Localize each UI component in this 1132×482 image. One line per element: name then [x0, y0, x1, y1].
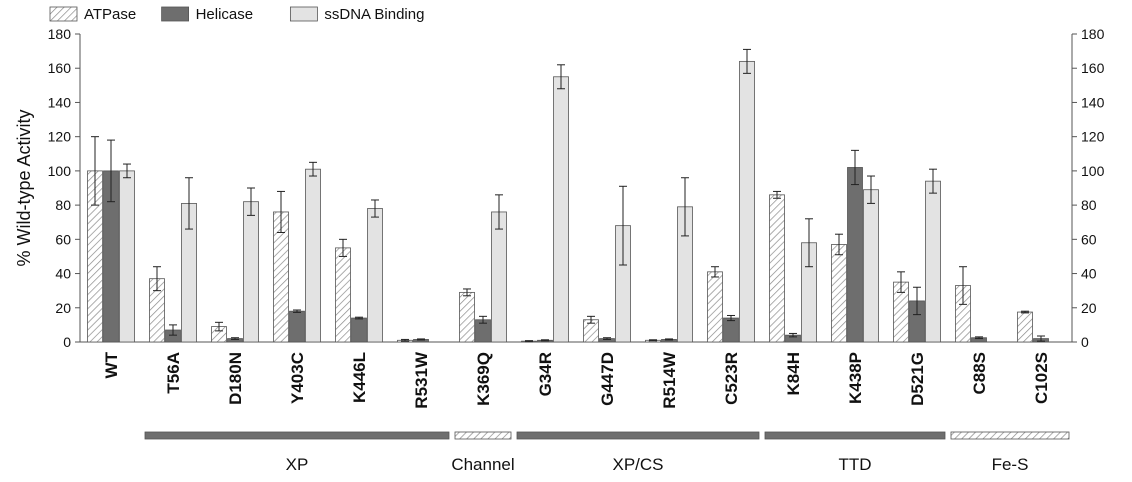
category-label: D521G: [908, 352, 927, 406]
y2-tick-label: 40: [1081, 266, 1097, 282]
y2-tick-label: 20: [1081, 300, 1097, 316]
y2-tick-label: 100: [1081, 163, 1105, 179]
category-label: Y403C: [288, 352, 307, 404]
y2-tick-label: 120: [1081, 129, 1105, 145]
bar-ssdna-binding: [553, 76, 569, 343]
bar-ssdna-binding: [243, 201, 259, 343]
y-tick-label: 0: [63, 334, 71, 350]
legend: ATPase Helicase ssDNA Binding: [49, 6, 424, 23]
category-label: R514W: [660, 351, 679, 409]
group-bar: [764, 431, 946, 440]
y-axis-label: % Wild-type Activity: [14, 109, 34, 266]
category-label: K446L: [350, 352, 369, 403]
bar-ssdna-binding: [739, 60, 755, 343]
bar-helicase: [847, 167, 863, 343]
y2-tick-label: 140: [1081, 94, 1105, 110]
category-label: D180N: [226, 352, 245, 405]
category-label: C88S: [970, 352, 989, 395]
category-label: C523R: [722, 352, 741, 405]
bar-ssdna-binding: [925, 180, 941, 343]
bar-helicase: [289, 310, 305, 343]
bar-ssdna-binding: [305, 168, 321, 343]
bar-helicase: [351, 317, 367, 343]
bar-ssdna-binding: [863, 189, 879, 343]
bar-atpase: [1017, 311, 1033, 343]
bar-atpase: [707, 271, 723, 343]
y2-tick-label: 0: [1081, 334, 1089, 350]
y-tick-label: 120: [48, 129, 72, 145]
category-label: G34R: [536, 352, 555, 396]
legend-swatch: [289, 6, 318, 22]
category-label: WT: [102, 351, 121, 378]
y-tick-label: 140: [48, 94, 72, 110]
group-bar: [950, 431, 1070, 440]
bar-ssdna-binding: [367, 208, 383, 343]
group-bar: [454, 431, 512, 440]
bar-ssdna-binding: [119, 170, 135, 343]
y-tick-label: 60: [55, 231, 71, 247]
plot-area: 0 20 40 60 80 100 120 140 160 180 0 20 40 60 80 100 120 1…: [14, 26, 1105, 409]
category-label: K438P: [846, 352, 865, 404]
bar-helicase: [723, 317, 739, 343]
y2-tick-label: 80: [1081, 197, 1097, 213]
y2-tick-label: 60: [1081, 231, 1097, 247]
bar-ssdna-binding: [491, 211, 507, 343]
group-bar: [144, 431, 450, 440]
legend-swatch: [161, 6, 190, 22]
y-tick-label: 180: [48, 26, 72, 42]
group-label: Channel: [451, 455, 514, 474]
category-label: K369Q: [474, 352, 493, 406]
bar-atpase: [335, 247, 351, 343]
group-label: Fe-S: [992, 455, 1029, 474]
legend-label: ATPase: [84, 6, 136, 23]
bar-atpase: [831, 244, 847, 343]
category-label: C102S: [1032, 352, 1051, 404]
y2-tick-label: 160: [1081, 60, 1105, 76]
category-label: R531W: [412, 351, 431, 409]
y-tick-label: 100: [48, 163, 72, 179]
y-tick-label: 80: [55, 197, 71, 213]
group-bar: [516, 431, 760, 440]
y-tick-label: 20: [55, 300, 71, 316]
group-label: XP: [286, 455, 309, 474]
legend-swatch: [49, 6, 78, 22]
y2-tick-label: 180: [1081, 26, 1105, 42]
category-label: G447D: [598, 352, 617, 406]
legend-label: Helicase: [196, 6, 254, 23]
group-label: TTD: [838, 455, 871, 474]
legend-label: ssDNA Binding: [324, 6, 424, 23]
bar-atpase: [769, 194, 785, 343]
group-label: XP/CS: [612, 455, 663, 474]
bar-atpase: [459, 291, 475, 343]
category-label: K84H: [784, 352, 803, 395]
y-tick-label: 160: [48, 60, 72, 76]
group-annotations: XP Channel XP/CS TTD Fe-S: [144, 431, 1070, 474]
category-label: T56A: [164, 352, 183, 394]
y-tick-label: 40: [55, 266, 71, 282]
